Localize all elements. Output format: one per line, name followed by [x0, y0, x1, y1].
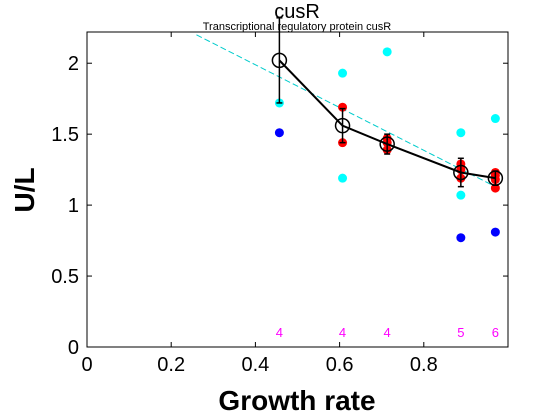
y-tick-label: 2	[68, 53, 79, 75]
mean-marker	[334, 117, 351, 134]
chart-subtitle: Transcriptional regulatory protein cusR	[203, 21, 392, 33]
y-tick-label: 1.5	[51, 124, 79, 146]
x-axis-label: Growth rate	[218, 385, 375, 416]
red-point	[338, 102, 348, 112]
chart-title: cusR	[274, 1, 320, 23]
mean-series	[271, 17, 504, 188]
y-tick-label: 0.5	[51, 266, 79, 288]
cyan-point	[338, 68, 348, 78]
count-label: 4	[339, 325, 346, 340]
y-tick-label: 0	[68, 337, 79, 359]
count-label: 4	[276, 325, 283, 340]
cyan-point	[382, 47, 392, 57]
cyan-point	[456, 128, 466, 138]
x-tick-label: 0.8	[410, 354, 438, 376]
blue-point	[274, 128, 284, 138]
mean-marker	[487, 170, 504, 186]
mean-marker	[379, 136, 395, 152]
mean-line	[278, 59, 496, 180]
y-axis-label: U/L	[9, 167, 40, 212]
y-tick-label: 1	[68, 195, 79, 217]
count-label: 5	[457, 325, 464, 340]
plot-area	[86, 31, 509, 348]
cyan-point	[456, 190, 466, 200]
fit-layer	[196, 34, 496, 188]
fit-line	[196, 34, 496, 188]
count-label: 6	[492, 325, 499, 340]
x-tick-label: 0.2	[157, 354, 185, 376]
x-tick-label: 0.6	[326, 354, 354, 376]
count-label: 4	[384, 325, 391, 340]
mean-marker	[453, 164, 469, 181]
x-tick-label: 0	[81, 354, 92, 376]
blue-point	[456, 233, 466, 243]
cyan-point	[490, 114, 500, 124]
mean-marker	[271, 52, 288, 69]
x-tick-label: 0.4	[241, 354, 269, 376]
blue-point	[490, 227, 500, 237]
cyan-point	[338, 173, 348, 183]
sample-counts: 4 4 4 5 6	[276, 325, 499, 340]
axis-ticks: 0 0.2 0.4 0.6 0.8 0 0.5 1 1.5 2	[51, 32, 508, 376]
